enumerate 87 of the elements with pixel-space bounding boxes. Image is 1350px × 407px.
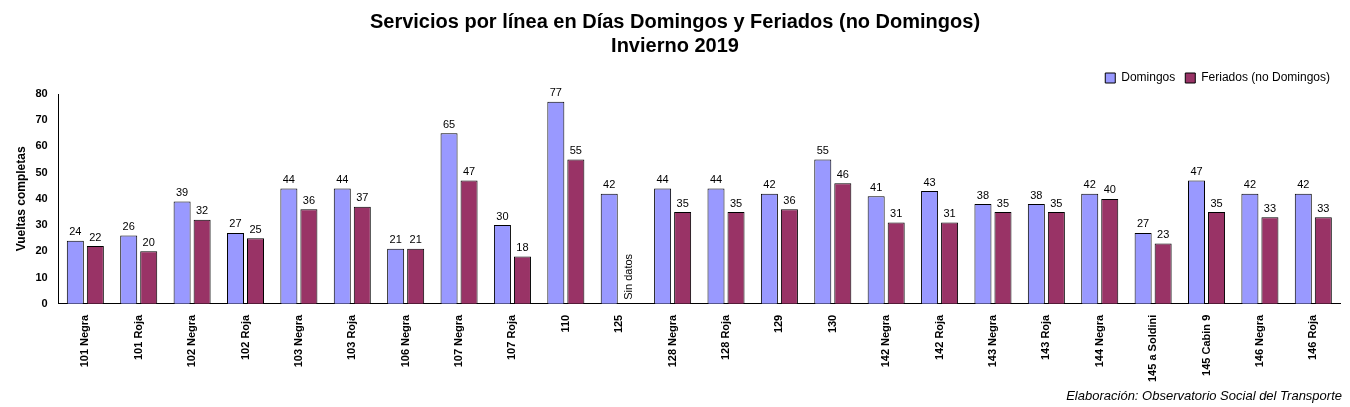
x-tick-label: 145 Cabin 9	[1199, 314, 1212, 376]
data-label: 36	[302, 193, 316, 206]
x-tick-label: 101 Roja	[131, 313, 144, 360]
data-label: 30	[496, 209, 509, 222]
x-tick-label: 103 Negra	[291, 313, 304, 368]
data-label: 33	[1317, 201, 1330, 214]
data-label: 47	[1190, 165, 1203, 178]
data-label: 25	[249, 222, 262, 235]
data-label: 42	[603, 178, 616, 191]
x-tick-label: 107 Roja	[505, 313, 518, 360]
data-label: 42	[1243, 178, 1257, 191]
y-tick-label: 20	[35, 244, 48, 257]
data-label: 18	[516, 241, 529, 254]
data-label: 32	[196, 204, 209, 217]
data-label: 44	[336, 172, 349, 185]
x-tick-label: 129	[772, 314, 785, 334]
data-label: 35	[729, 196, 743, 209]
data-label: 65	[442, 117, 456, 130]
data-label: 22	[89, 230, 102, 243]
x-tick-label: 143 Roja	[1039, 313, 1052, 360]
x-tick-label: 144 Negra	[1092, 313, 1105, 368]
data-label: 33	[1263, 201, 1277, 214]
x-tick-label: 142 Roja	[932, 313, 945, 360]
data-label: 41	[870, 180, 883, 193]
data-label: 20	[142, 235, 155, 248]
chart-title: Servicios por línea en Días Domingos y Feriados (no Domingos)	[369, 9, 981, 32]
y-axis-title: Vueltas completas	[13, 146, 28, 252]
data-label: 27	[229, 217, 242, 230]
data-label: 23	[1157, 227, 1170, 240]
data-label: 47	[462, 165, 476, 178]
x-tick-label: 143 Negra	[985, 313, 998, 368]
x-tick-label: 102 Roja	[238, 313, 251, 360]
data-label: 35	[676, 196, 689, 209]
y-tick-label: 0	[41, 296, 48, 309]
data-label: 39	[175, 186, 189, 199]
data-label: 21	[389, 233, 402, 246]
data-label: 44	[282, 172, 296, 185]
data-label: 38	[976, 188, 990, 201]
x-tick-label: 128 Roja	[719, 313, 732, 360]
x-tick-label: 142 Negra	[879, 313, 892, 368]
data-label: 27	[1137, 217, 1150, 230]
x-tick-label: 128 Negra	[665, 313, 678, 368]
x-tick-label: 106 Negra	[398, 313, 411, 368]
data-label: 42	[763, 178, 776, 191]
y-tick-label: 60	[35, 139, 48, 152]
annotation: Sin datos	[622, 253, 635, 300]
y-tick-label: 80	[35, 87, 48, 100]
y-tick-label: 50	[35, 165, 48, 178]
data-label: 24	[69, 225, 82, 238]
data-label: 35	[1050, 196, 1063, 209]
x-tick-label: 103 Roja	[345, 313, 358, 360]
x-tick-label: 146 Roja	[1306, 313, 1319, 360]
x-tick-label: 130	[825, 314, 838, 334]
data-label: 55	[569, 144, 582, 157]
x-tick-label: 145 a Soldini	[1146, 314, 1159, 382]
data-label: 43	[923, 175, 936, 188]
data-label: 38	[1030, 188, 1043, 201]
data-label: 46	[836, 167, 849, 180]
y-tick-label: 10	[35, 270, 48, 283]
x-tick-label: 102 Negra	[185, 313, 198, 368]
x-tick-label: 107 Negra	[452, 313, 465, 368]
chart-subtitle: Invierno 2019	[611, 33, 739, 56]
data-label: 77	[549, 86, 562, 99]
data-label: 55	[816, 144, 829, 157]
x-tick-label: 146 Negra	[1252, 313, 1265, 368]
data-label: 36	[783, 193, 796, 206]
legend-label: Domingos	[1121, 70, 1176, 85]
data-label: 31	[890, 207, 903, 220]
legend-label: Feriados (no Domingos)	[1201, 70, 1330, 85]
y-tick-label: 30	[35, 218, 48, 231]
data-label: 44	[656, 172, 669, 185]
data-label: 37	[356, 191, 369, 204]
data-label: 21	[409, 233, 422, 246]
data-label: 42	[1083, 178, 1096, 191]
x-tick-label: 101 Negra	[78, 313, 91, 368]
data-label: 35	[996, 196, 1010, 209]
y-tick-label: 40	[35, 191, 48, 204]
data-label: 35	[1210, 196, 1223, 209]
x-tick-label: 110	[558, 314, 571, 333]
data-label: 31	[943, 207, 956, 220]
text: Elaboración: Observatorio Social del Transporte	[1066, 388, 1342, 403]
y-tick-label: 70	[35, 113, 48, 126]
x-tick-label: 125	[612, 314, 625, 334]
data-label: 26	[122, 220, 135, 233]
data-label: 44	[709, 172, 723, 185]
data-label: 40	[1103, 183, 1116, 196]
data-label: 42	[1297, 178, 1310, 191]
